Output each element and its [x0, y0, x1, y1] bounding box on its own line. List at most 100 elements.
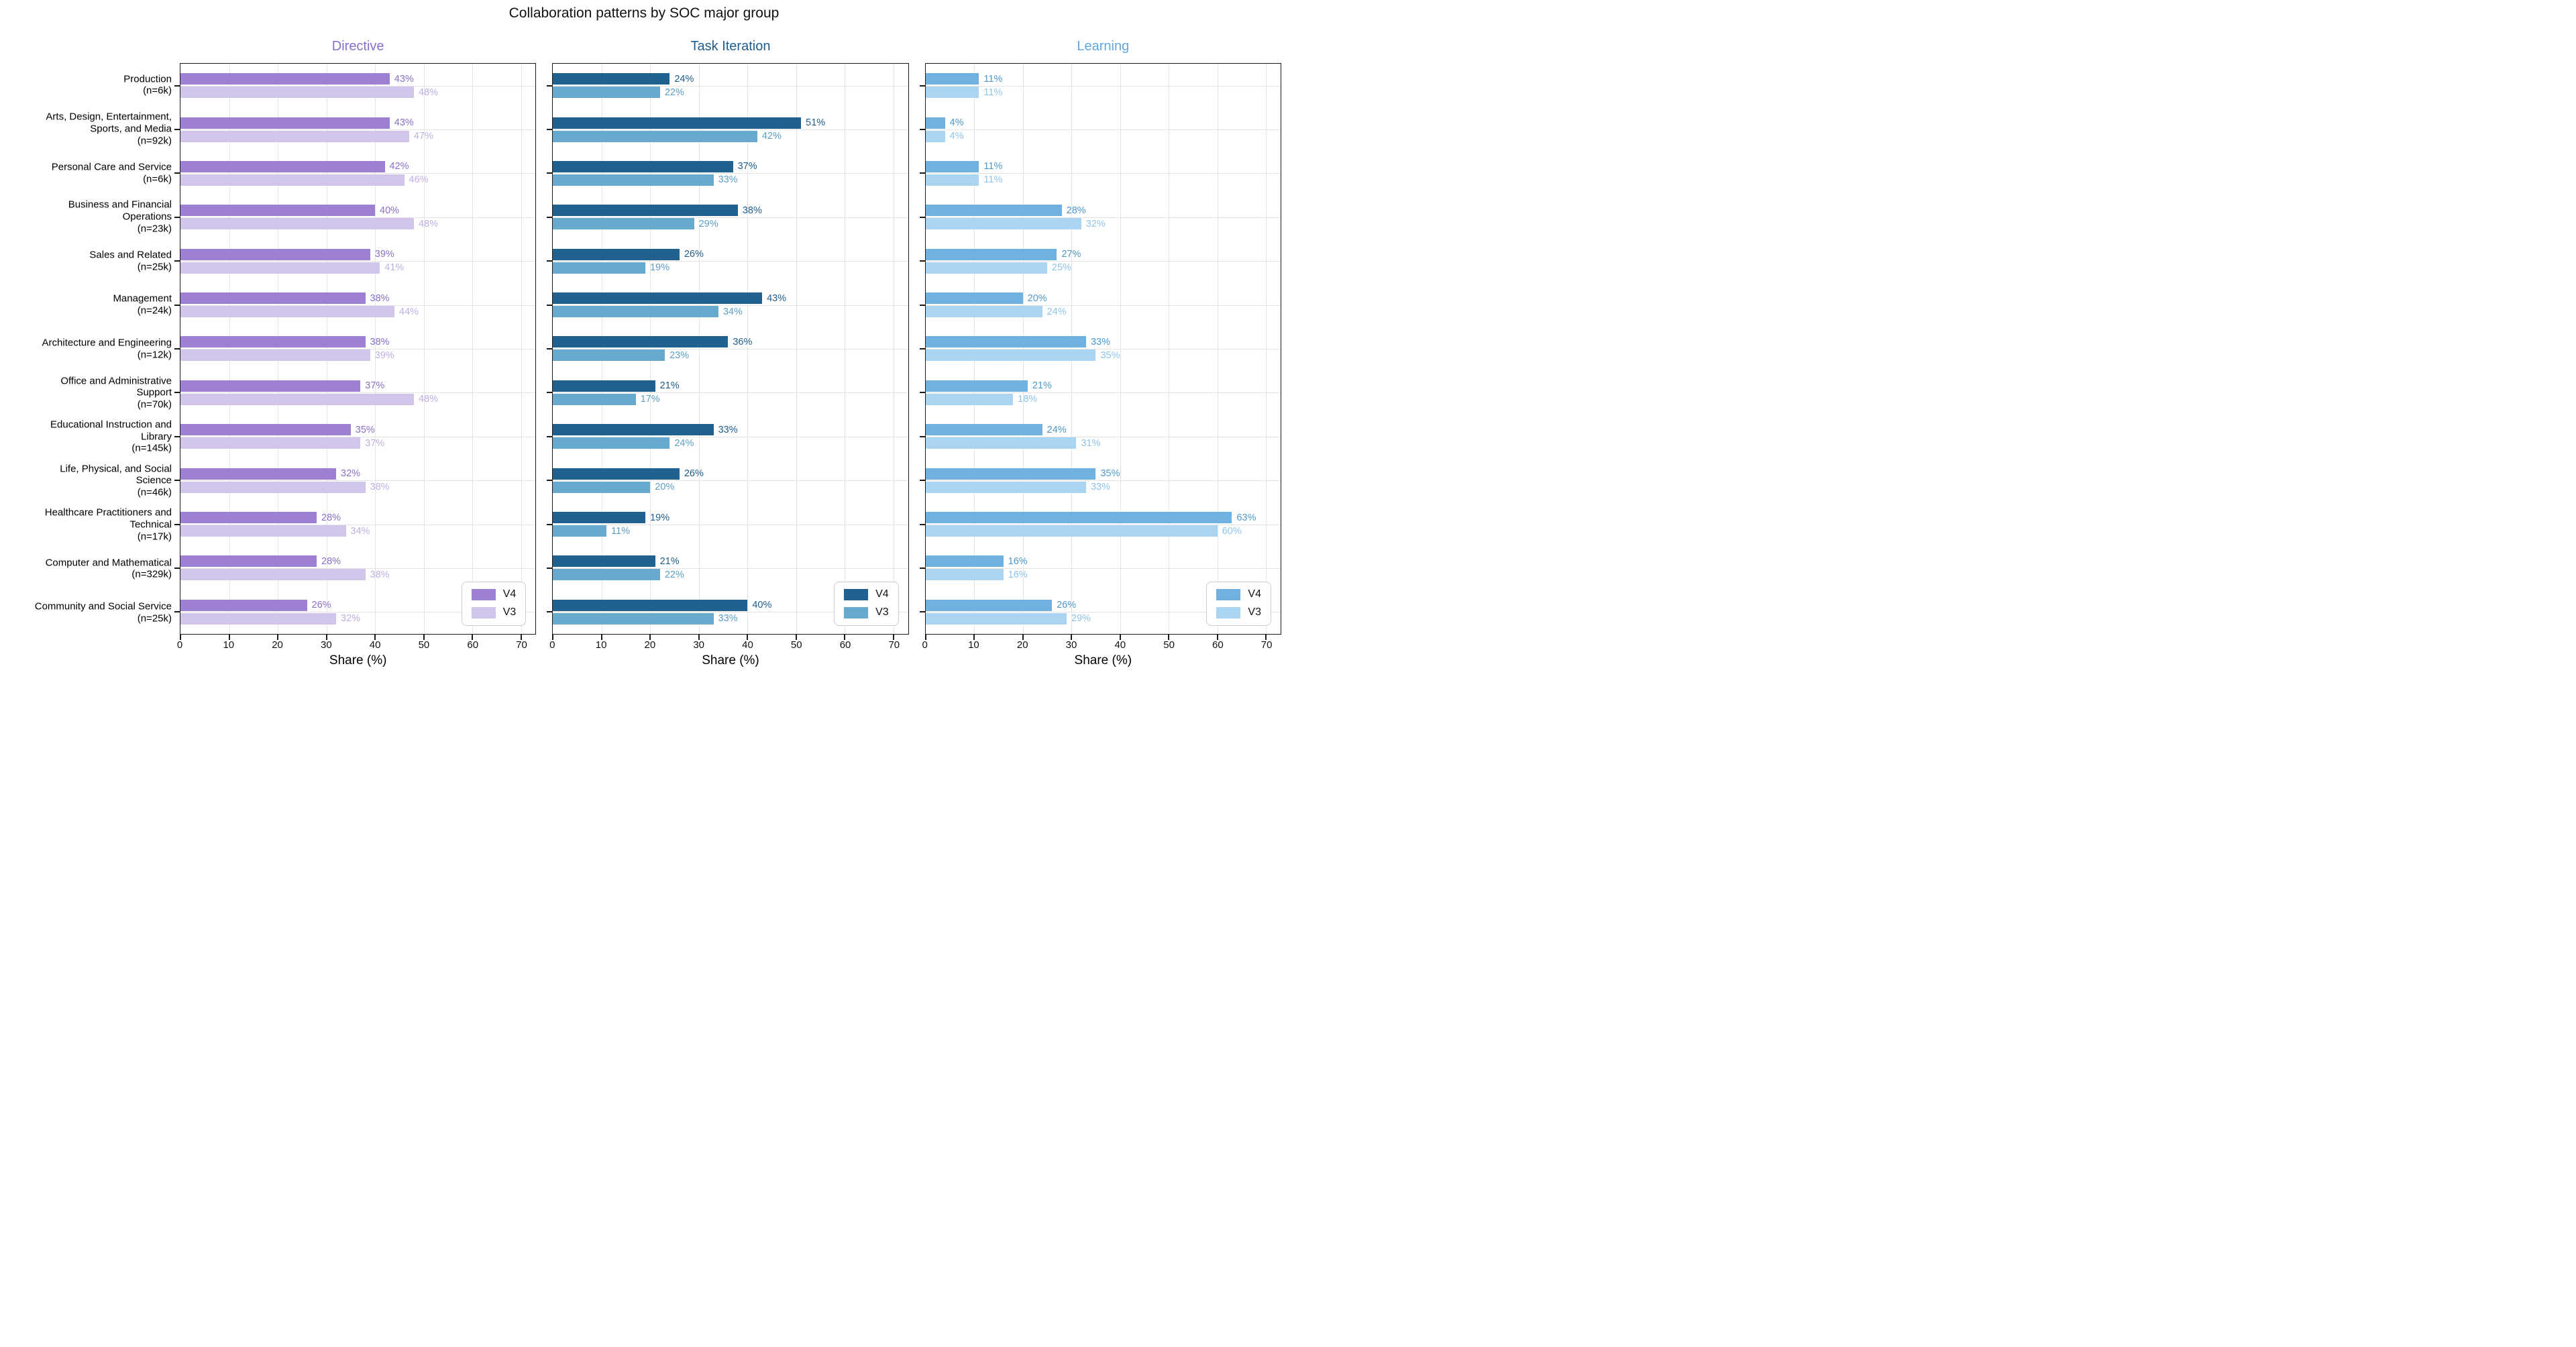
bar-v3	[180, 306, 395, 318]
y-tick	[174, 435, 180, 437]
bar-row-v3: 31%	[925, 437, 1281, 449]
y-tick	[919, 85, 926, 87]
x-tick	[795, 634, 797, 640]
gridline-horizontal	[180, 392, 536, 394]
value-label-v3: 44%	[399, 306, 419, 317]
gridline-horizontal	[925, 85, 1281, 87]
bar-group: 28% 38%	[180, 546, 535, 590]
value-label-v4: 19%	[650, 512, 670, 523]
value-label-v3: 11%	[983, 87, 1003, 98]
chart-area: Production (n=6k) Arts, Design, Entertainm…	[0, 39, 1281, 674]
x-axis-title-directive: Share (%)	[329, 653, 387, 667]
value-label-v3: 19%	[650, 262, 670, 274]
bar-row-v3: 24%	[925, 306, 1281, 318]
value-label-v3: 41%	[384, 262, 405, 274]
x-axis-task-iteration: 0 10 20 30 40 50 60 70	[549, 635, 908, 653]
bar-row-v3: 38%	[180, 569, 535, 581]
y-tick	[174, 129, 180, 131]
bar-group: 11% 11%	[925, 152, 1281, 195]
bar-group: 35% 37%	[180, 415, 535, 458]
x-tick	[520, 634, 522, 640]
bar-row-v4: 21%	[553, 555, 908, 568]
value-label-v3: 23%	[669, 349, 690, 361]
bar-v3	[553, 612, 714, 625]
value-label-v4: 33%	[718, 424, 738, 435]
value-label-v4: 26%	[684, 249, 704, 260]
value-label-v4: 28%	[1066, 205, 1086, 216]
bar-v3	[180, 393, 415, 405]
bar-group: 11% 11%	[925, 64, 1281, 107]
legend-item-v4: V4	[471, 588, 516, 600]
x-tick-label: 10	[968, 639, 979, 651]
bar-v3	[553, 174, 714, 186]
bar-v4	[180, 599, 307, 611]
value-label-v4: 35%	[1100, 468, 1120, 480]
y-tick	[174, 480, 180, 482]
bar-row-v3: 42%	[553, 130, 908, 142]
bar-v4	[180, 117, 390, 129]
bar-group: 38% 39%	[180, 327, 535, 370]
bar-v3	[553, 306, 718, 318]
bar-v4	[180, 248, 370, 260]
legend-swatch-v3	[844, 606, 869, 618]
value-label-v4: 27%	[1061, 249, 1081, 260]
bar-row-v3: 25%	[925, 262, 1281, 274]
bar-v3	[180, 218, 415, 230]
bar-group: 33% 24%	[553, 415, 908, 458]
y-tick	[174, 172, 180, 174]
bar-group: 26% 20%	[553, 458, 908, 502]
bar-v4	[925, 424, 1042, 436]
value-label-v4: 38%	[742, 205, 762, 216]
gridline-horizontal	[180, 217, 536, 218]
y-tick	[547, 172, 553, 174]
category-label: Educational Instruction and Library (n=145…	[50, 419, 172, 454]
plot-area-task-iteration: 24% 22% 51% 42% 37% 33% 38% 29% 26% 19% 43% 34% 36% 2…	[547, 63, 909, 640]
category-label: Office and Administrative Support (n=70k)	[60, 375, 172, 411]
gridline-horizontal	[180, 261, 536, 262]
bar-v4	[180, 73, 390, 85]
gridline-horizontal	[925, 129, 1281, 131]
legend-item-v3: V3	[471, 606, 516, 618]
bar-v3	[925, 393, 1014, 405]
bar-group: 37% 48%	[180, 371, 535, 415]
x-tick	[1119, 634, 1121, 640]
value-label-v4: 32%	[341, 468, 361, 480]
legend-swatch-v3	[1216, 606, 1241, 618]
bar-row-v4: 43%	[180, 73, 535, 85]
bar-row-v4: 4%	[925, 117, 1281, 129]
bar-v3	[553, 393, 636, 405]
bar-group: 38% 44%	[180, 283, 535, 327]
bar-v3	[553, 218, 694, 230]
bar-v3	[180, 569, 366, 581]
bar-row-v4: 33%	[925, 336, 1281, 348]
value-label-v4: 20%	[1027, 292, 1047, 304]
bar-row-v4: 38%	[180, 336, 535, 348]
bar-group: 43% 48%	[180, 64, 535, 107]
value-label-v3: 33%	[718, 174, 738, 186]
bar-row-v3: 35%	[925, 349, 1281, 362]
value-label-v4: 36%	[733, 336, 753, 347]
bar-row-v4: 28%	[180, 512, 535, 524]
y-tick	[919, 567, 926, 569]
value-label-v3: 33%	[1090, 482, 1110, 493]
bar-v3	[925, 349, 1096, 362]
bar-group: 19% 11%	[553, 502, 908, 546]
bar-row-v4: 11%	[925, 73, 1281, 85]
value-label-v3: 39%	[374, 349, 394, 361]
bar-row-v3: 33%	[553, 612, 908, 625]
y-tick	[919, 435, 926, 437]
value-label-v3: 48%	[419, 218, 439, 229]
bar-row-v3: 47%	[180, 130, 535, 142]
bar-row-v4: 38%	[180, 292, 535, 305]
legend: V4 V3	[834, 582, 899, 626]
gridline-horizontal	[553, 480, 908, 482]
bar-v4	[925, 205, 1062, 217]
x-tick-label: 20	[644, 639, 656, 651]
bar-group: 28% 32%	[925, 195, 1281, 239]
bar-row-v4: 21%	[925, 380, 1281, 392]
bar-row-v3: 38%	[180, 481, 535, 493]
bar-row-v4: 24%	[925, 424, 1281, 436]
bar-v4	[553, 292, 763, 305]
x-tick-label: 70	[888, 639, 900, 651]
value-label-v4: 38%	[370, 292, 390, 304]
